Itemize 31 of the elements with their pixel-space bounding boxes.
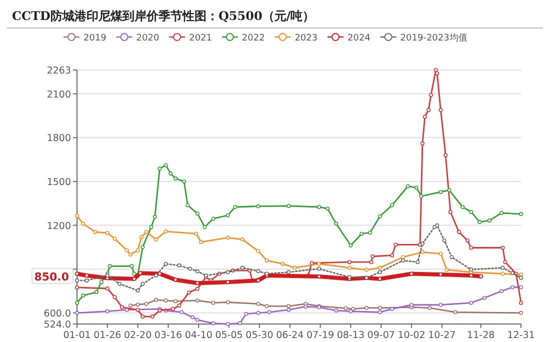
legend-label: 2024 [348, 34, 371, 44]
legend-label: 2019 [84, 34, 107, 44]
text: 850.0 [34, 270, 70, 284]
y-tick-label: 524.0 [44, 320, 71, 330]
x-tick-label: 06-24 [276, 330, 304, 341]
x-tick-label: 03-16 [154, 330, 182, 341]
x-tick-label: 02-20 [124, 330, 152, 341]
y-tick-label: 2100 [46, 89, 71, 100]
y-tick-label: 2263 [46, 66, 71, 76]
x-tick-label: 04-10 [184, 330, 212, 341]
x-tick-label: 10-02 [398, 330, 426, 341]
x-tick-label: 08-13 [336, 330, 365, 341]
y-tick-label: 1800 [46, 133, 71, 144]
legend-label: 2023 [294, 34, 318, 44]
x-tick-label: 01-01 [63, 330, 91, 341]
legend-label: 2020 [136, 34, 160, 44]
x-tick-label: 07-19 [306, 330, 334, 341]
x-tick-label: 11-28 [467, 330, 495, 341]
chart-title: CCTD防城港印尼煤到岸价季节性图：Q5500（元/吨） [12, 9, 315, 23]
x-tick-label: 10-27 [428, 330, 456, 341]
y-tick-label: 1500 [46, 176, 71, 188]
legend-label: 2019-2023均值 [400, 32, 468, 44]
x-tick-label: 05-30 [246, 330, 274, 341]
y-tick-label: 1200 [46, 220, 71, 232]
y-tick-label: 600.0 [44, 308, 71, 320]
x-tick-label: 12-31 [507, 330, 535, 341]
x-tick-label: 01-26 [94, 330, 122, 341]
x-tick-label: 09-07 [367, 330, 395, 341]
legend-label: 2022 [242, 34, 265, 44]
x-tick-label: 05-05 [215, 330, 243, 341]
legend-label: 2021 [189, 34, 212, 44]
